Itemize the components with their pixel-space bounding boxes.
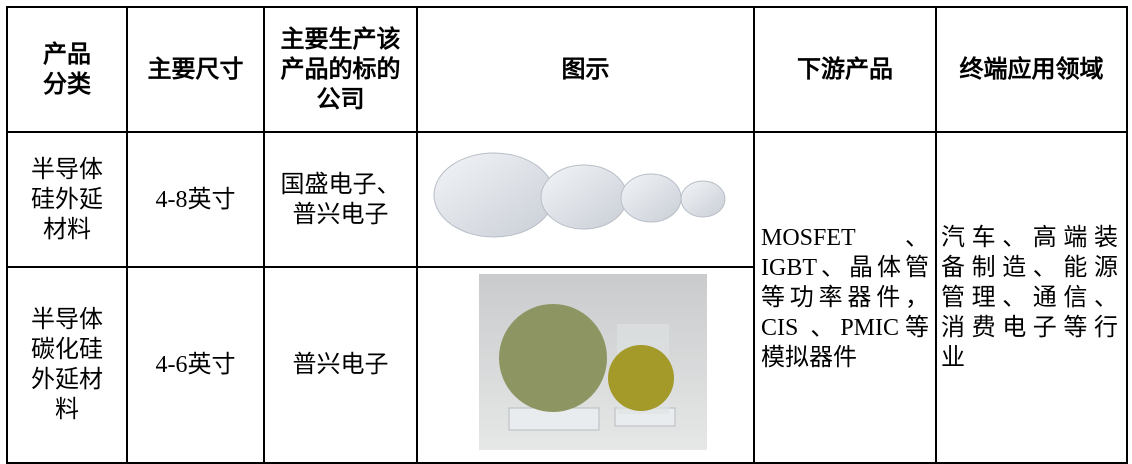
cell: 半导体硅外延材料 [6, 131, 128, 268]
image-cell [416, 131, 755, 268]
table-row: 半导体碳化硅外延材料 4-6英寸 普兴电子 [6, 266, 1127, 464]
table-row: 半导体硅外延材料 4-8英寸 国盛电子、普兴电子 MOSFET 、IGBT、晶体… [6, 131, 1128, 464]
header-cell: 下游产品 [753, 6, 937, 133]
cell: 国盛电子、普兴电子 [263, 131, 418, 268]
product-table: 产品分类 主要尺寸 主要生产该产品的标的公司 图示 下游产品 终端应用领域 半导… [6, 6, 1128, 464]
cell: 4-6英寸 [126, 266, 265, 464]
header-cell: 终端应用领域 [935, 6, 1128, 133]
sic-wafers-image [419, 268, 752, 454]
silicon-wafers-image [419, 133, 752, 258]
cell: 4-8英寸 [126, 131, 265, 268]
merged-cell: 汽车、高端装备制造、能源管理、通信、消费电子等行业 [935, 131, 1128, 464]
image-cell [416, 266, 755, 464]
cell: 普兴电子 [263, 266, 418, 464]
header-cell: 主要尺寸 [126, 6, 265, 133]
header-cell: 主要生产该产品的标的公司 [263, 6, 418, 133]
header-row: 产品分类 主要尺寸 主要生产该产品的标的公司 图示 下游产品 终端应用领域 [6, 6, 1128, 133]
header-cell: 图示 [416, 6, 755, 133]
header-cell: 产品分类 [6, 6, 128, 133]
cell: 半导体碳化硅外延材料 [6, 266, 128, 464]
merged-cell: MOSFET 、IGBT、晶体管等功率器件， CIS 、PMIC等模拟器件 [753, 131, 937, 464]
